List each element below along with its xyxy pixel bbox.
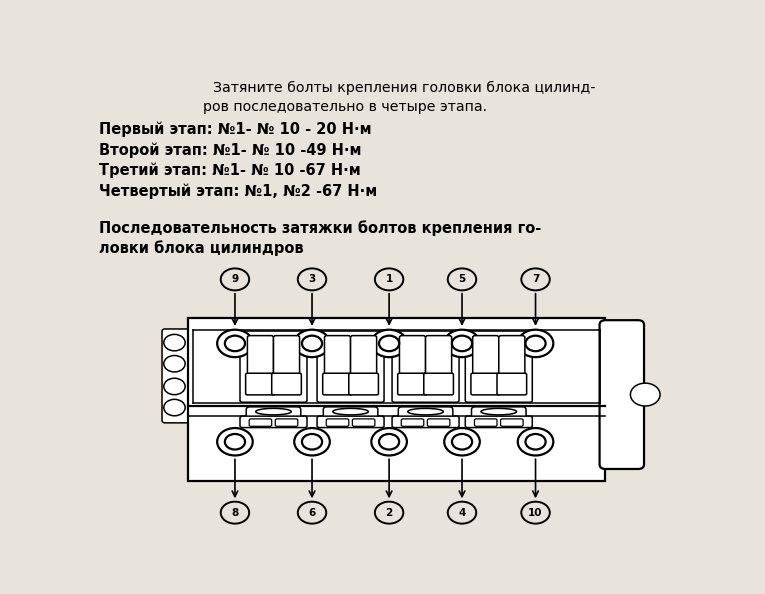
Circle shape [518,428,553,456]
FancyBboxPatch shape [353,419,375,426]
FancyBboxPatch shape [471,373,500,395]
Circle shape [217,428,252,456]
FancyBboxPatch shape [392,331,459,402]
Circle shape [302,434,322,450]
Text: 5: 5 [458,274,466,285]
Ellipse shape [408,409,444,415]
Text: 4: 4 [458,508,466,517]
FancyBboxPatch shape [392,416,459,428]
FancyBboxPatch shape [499,336,525,377]
FancyBboxPatch shape [246,407,301,421]
Circle shape [379,434,399,450]
Circle shape [225,336,245,351]
FancyBboxPatch shape [600,320,644,469]
FancyBboxPatch shape [473,336,499,377]
Circle shape [375,268,403,290]
Text: 9: 9 [231,274,239,285]
Circle shape [371,428,407,456]
FancyBboxPatch shape [317,416,384,428]
FancyBboxPatch shape [249,419,272,426]
Circle shape [298,502,326,524]
Text: 1: 1 [386,274,392,285]
FancyBboxPatch shape [471,407,526,421]
Text: ров последовательно в четыре этапа.: ров последовательно в четыре этапа. [203,100,487,113]
FancyBboxPatch shape [275,419,298,426]
Circle shape [448,268,477,290]
FancyBboxPatch shape [398,373,428,395]
Circle shape [526,434,545,450]
FancyBboxPatch shape [500,419,523,426]
Circle shape [164,378,185,394]
Circle shape [526,336,545,351]
FancyBboxPatch shape [399,336,425,377]
FancyBboxPatch shape [162,329,193,423]
FancyBboxPatch shape [247,336,273,377]
Circle shape [225,434,245,450]
Text: 2: 2 [386,508,392,517]
FancyBboxPatch shape [428,419,450,426]
FancyBboxPatch shape [350,336,376,377]
FancyBboxPatch shape [399,407,453,421]
Circle shape [217,330,252,357]
Text: Первый этап: №1- № 10 - 20 Н·м: Первый этап: №1- № 10 - 20 Н·м [99,122,371,137]
Text: Четвертый этап: №1, №2 -67 Н·м: Четвертый этап: №1, №2 -67 Н·м [99,184,377,199]
Circle shape [444,330,480,357]
Text: 6: 6 [308,508,316,517]
Circle shape [164,399,185,416]
Text: Последовательность затяжки болтов крепления го-: Последовательность затяжки болтов крепле… [99,220,541,236]
Circle shape [295,428,330,456]
Text: 8: 8 [231,508,239,517]
Circle shape [444,428,480,456]
FancyBboxPatch shape [240,331,307,402]
Text: Второй этап: №1- № 10 -49 Н·м: Второй этап: №1- № 10 -49 Н·м [99,142,361,157]
Circle shape [518,330,553,357]
FancyBboxPatch shape [324,407,378,421]
Ellipse shape [481,409,516,415]
Text: 10: 10 [529,508,543,517]
Circle shape [379,336,399,351]
Ellipse shape [333,409,368,415]
FancyBboxPatch shape [474,419,497,426]
Circle shape [521,502,550,524]
Ellipse shape [256,409,291,415]
FancyBboxPatch shape [465,416,532,428]
Text: 7: 7 [532,274,539,285]
Text: 3: 3 [308,274,316,285]
FancyBboxPatch shape [240,416,307,428]
Circle shape [448,502,477,524]
Circle shape [521,268,550,290]
Text: ловки блока цилиндров: ловки блока цилиндров [99,241,303,256]
Text: Затяните болты крепления головки блока цилинд-: Затяните болты крепления головки блока ц… [213,81,595,96]
FancyBboxPatch shape [326,419,349,426]
FancyBboxPatch shape [465,331,532,402]
FancyBboxPatch shape [273,336,300,377]
Circle shape [164,355,185,372]
Circle shape [302,336,322,351]
FancyBboxPatch shape [323,373,353,395]
Circle shape [221,502,249,524]
FancyBboxPatch shape [424,373,454,395]
Circle shape [630,383,660,406]
Circle shape [221,268,249,290]
Text: Третий этап: №1- № 10 -67 Н·м: Третий этап: №1- № 10 -67 Н·м [99,163,360,178]
FancyBboxPatch shape [497,373,526,395]
Circle shape [371,330,407,357]
Circle shape [164,334,185,351]
FancyBboxPatch shape [317,331,384,402]
Circle shape [452,336,472,351]
FancyBboxPatch shape [425,336,451,377]
FancyBboxPatch shape [402,419,424,426]
FancyBboxPatch shape [246,373,275,395]
Circle shape [295,330,330,357]
Circle shape [452,434,472,450]
Circle shape [298,268,326,290]
FancyBboxPatch shape [349,373,379,395]
FancyBboxPatch shape [324,336,350,377]
FancyBboxPatch shape [187,318,605,481]
Circle shape [375,502,403,524]
FancyBboxPatch shape [272,373,301,395]
